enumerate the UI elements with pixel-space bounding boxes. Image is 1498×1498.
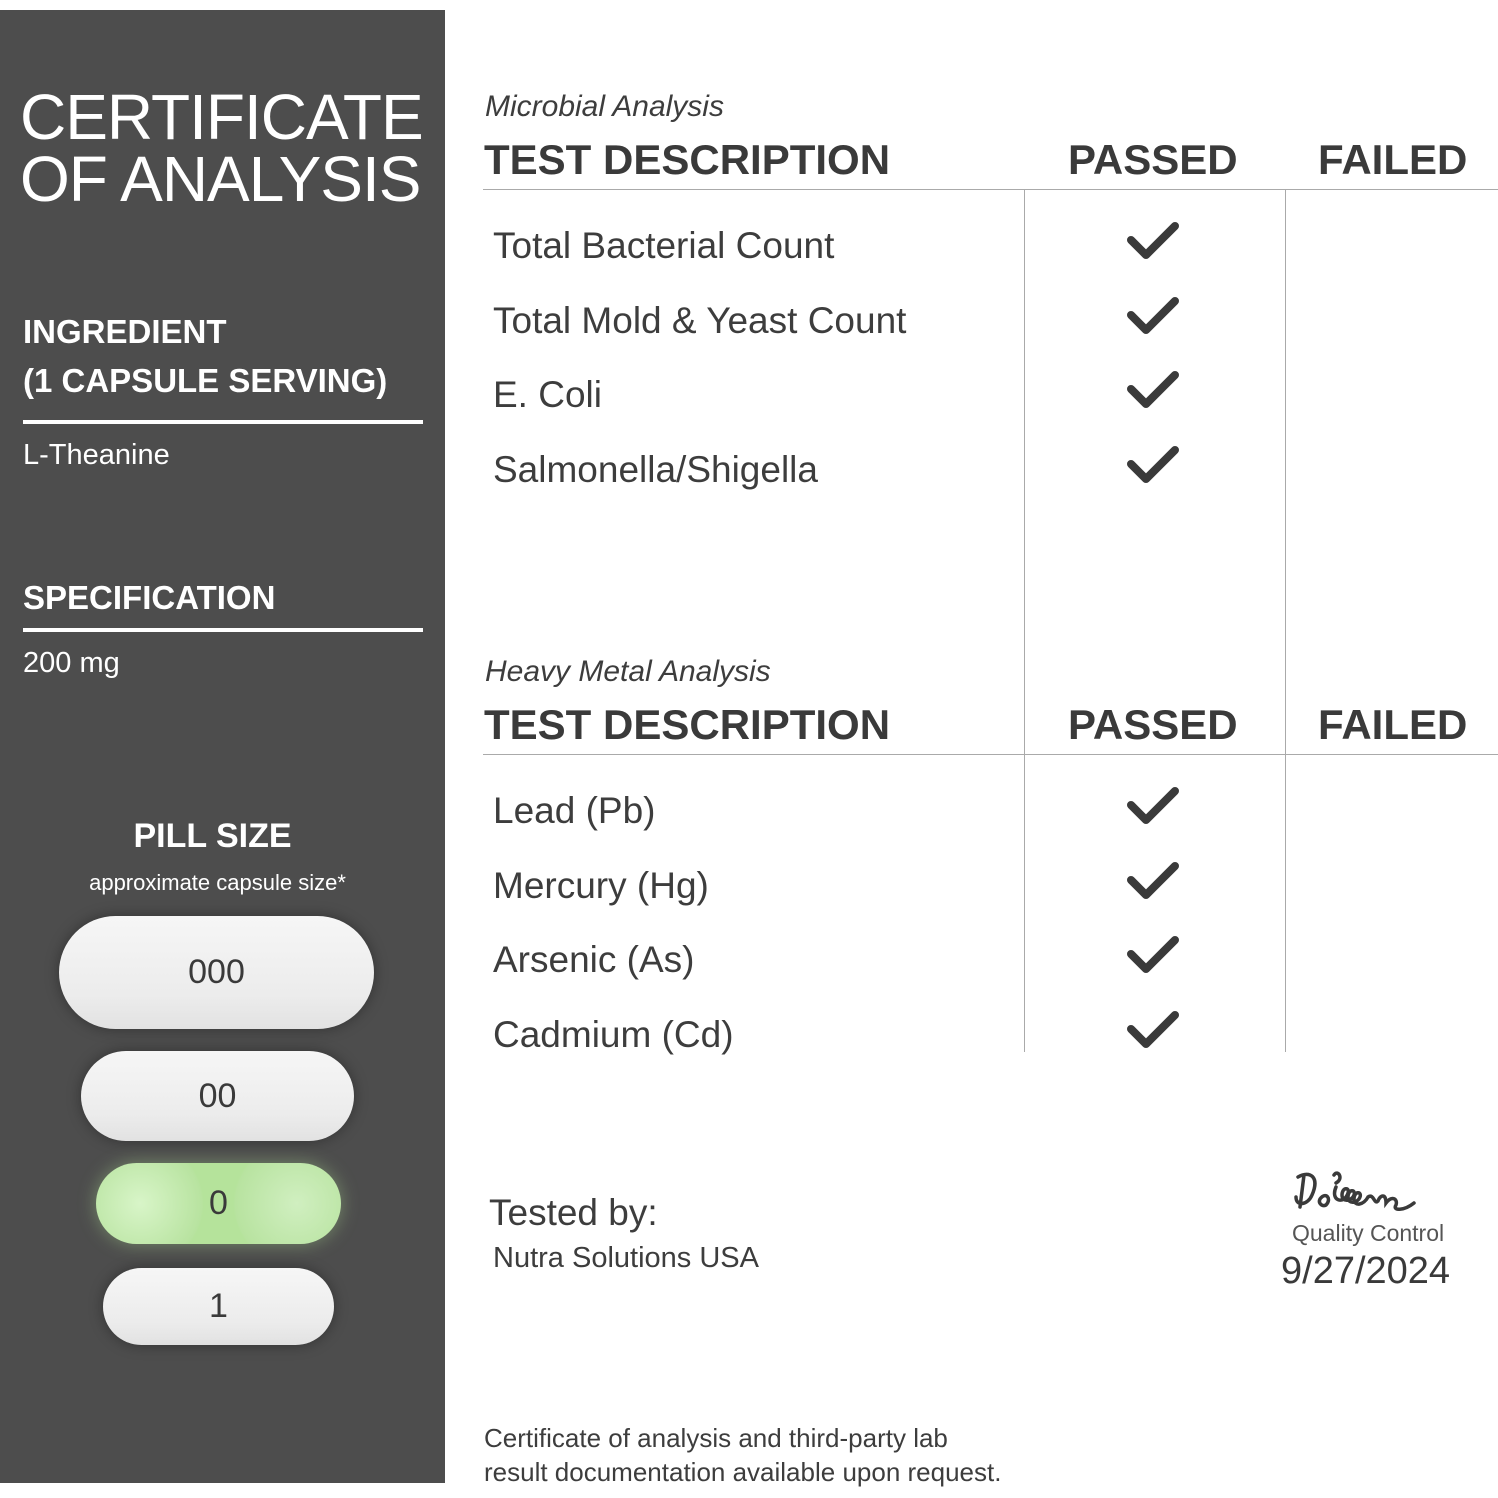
- tested-by-label: Tested by:: [489, 1192, 658, 1233]
- microbial-col-description: TEST DESCRIPTION: [484, 136, 891, 183]
- check-icon: [1127, 222, 1179, 259]
- pill-1: 1: [103, 1268, 334, 1345]
- signature-role: Quality Control: [1292, 1220, 1445, 1246]
- disclaimer: Certificate of analysis and third-party …: [484, 1421, 1001, 1489]
- table-rule: [483, 189, 1498, 190]
- column-divider: [1285, 190, 1286, 1052]
- ingredient-label: INGREDIENT: [23, 313, 227, 350]
- check-icon: [1127, 862, 1179, 899]
- table-row: Total Mold & Yeast Count: [493, 300, 907, 341]
- check-icon: [1127, 446, 1179, 483]
- check-icon: [1127, 371, 1179, 408]
- table-row: Salmonella/Shigella: [493, 449, 818, 490]
- check-icon: [1127, 787, 1179, 824]
- table-rule: [483, 754, 1498, 755]
- table-row: E. Coli: [493, 374, 602, 415]
- pill-size-label: PILL SIZE: [133, 817, 292, 855]
- pill-00: 00: [81, 1051, 354, 1141]
- pill-size-note: approximate capsule size*: [89, 870, 346, 895]
- divider: [23, 628, 423, 632]
- ingredient-serving-label: (1 CAPSULE SERVING): [23, 362, 388, 399]
- table-row: Lead (Pb): [493, 790, 656, 831]
- specification-label: SPECIFICATION: [23, 579, 276, 616]
- table-row: Cadmium (Cd): [493, 1014, 734, 1055]
- heavy-metal-section-title: Heavy Metal Analysis: [485, 655, 771, 688]
- table-row: Total Bacterial Count: [493, 225, 835, 266]
- disclaimer-line-2: result documentation available upon requ…: [484, 1457, 1002, 1487]
- sidebar-panel: [0, 10, 445, 1483]
- table-row: Mercury (Hg): [493, 865, 709, 906]
- divider: [23, 420, 423, 424]
- table-row: Arsenic (As): [493, 939, 695, 980]
- microbial-section-title: Microbial Analysis: [485, 90, 724, 123]
- heavy-metal-col-description: TEST DESCRIPTION: [484, 701, 891, 748]
- signature-image: [1294, 1171, 1416, 1211]
- column-divider: [1024, 190, 1025, 1052]
- page-title: CERTIFICATE OF ANALYSIS: [20, 81, 424, 215]
- check-icon: [1127, 1011, 1179, 1048]
- microbial-col-passed: PASSED: [1068, 136, 1238, 183]
- disclaimer-line-1: Certificate of analysis and third-party …: [484, 1423, 948, 1453]
- heavy-metal-col-passed: PASSED: [1068, 701, 1238, 748]
- specification-value: 200 mg: [23, 647, 120, 679]
- heavy-metal-col-failed: FAILED: [1318, 701, 1468, 748]
- ingredient-value: L-Theanine: [23, 439, 170, 471]
- pill-000: 000: [59, 916, 374, 1029]
- pill-0-selected: 0: [96, 1163, 341, 1244]
- tested-by-value: Nutra Solutions USA: [493, 1242, 759, 1274]
- title-line-1: CERTIFICATE: [20, 81, 424, 153]
- signature-date: 9/27/2024: [1281, 1250, 1451, 1292]
- title-line-2: OF ANALYSIS: [20, 143, 421, 215]
- check-icon: [1127, 297, 1179, 334]
- check-icon: [1127, 936, 1179, 973]
- microbial-col-failed: FAILED: [1318, 136, 1468, 183]
